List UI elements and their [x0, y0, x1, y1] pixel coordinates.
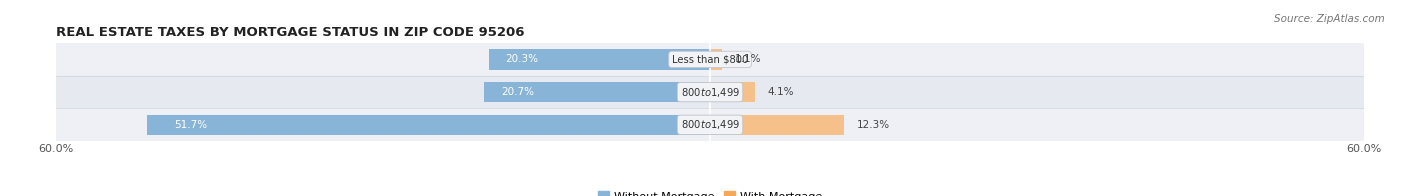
Bar — [485, 82, 710, 102]
Bar — [710, 49, 723, 70]
Text: 20.3%: 20.3% — [505, 54, 538, 64]
Text: 20.7%: 20.7% — [501, 87, 534, 97]
Text: 12.3%: 12.3% — [858, 120, 890, 130]
Legend: Without Mortgage, With Mortgage: Without Mortgage, With Mortgage — [593, 187, 827, 196]
Text: 1.1%: 1.1% — [735, 54, 762, 64]
Bar — [56, 76, 1364, 108]
Text: REAL ESTATE TAXES BY MORTGAGE STATUS IN ZIP CODE 95206: REAL ESTATE TAXES BY MORTGAGE STATUS IN … — [56, 26, 524, 39]
Text: 4.1%: 4.1% — [768, 87, 794, 97]
Bar — [56, 108, 1364, 141]
Text: $800 to $1,499: $800 to $1,499 — [681, 86, 740, 99]
Text: Source: ZipAtlas.com: Source: ZipAtlas.com — [1274, 14, 1385, 24]
Text: Less than $800: Less than $800 — [672, 54, 748, 64]
Text: $800 to $1,499: $800 to $1,499 — [681, 118, 740, 131]
Bar — [489, 49, 710, 70]
Bar — [146, 115, 710, 135]
Bar — [710, 115, 844, 135]
Text: 51.7%: 51.7% — [174, 120, 207, 130]
Bar — [56, 43, 1364, 76]
Bar — [710, 82, 755, 102]
